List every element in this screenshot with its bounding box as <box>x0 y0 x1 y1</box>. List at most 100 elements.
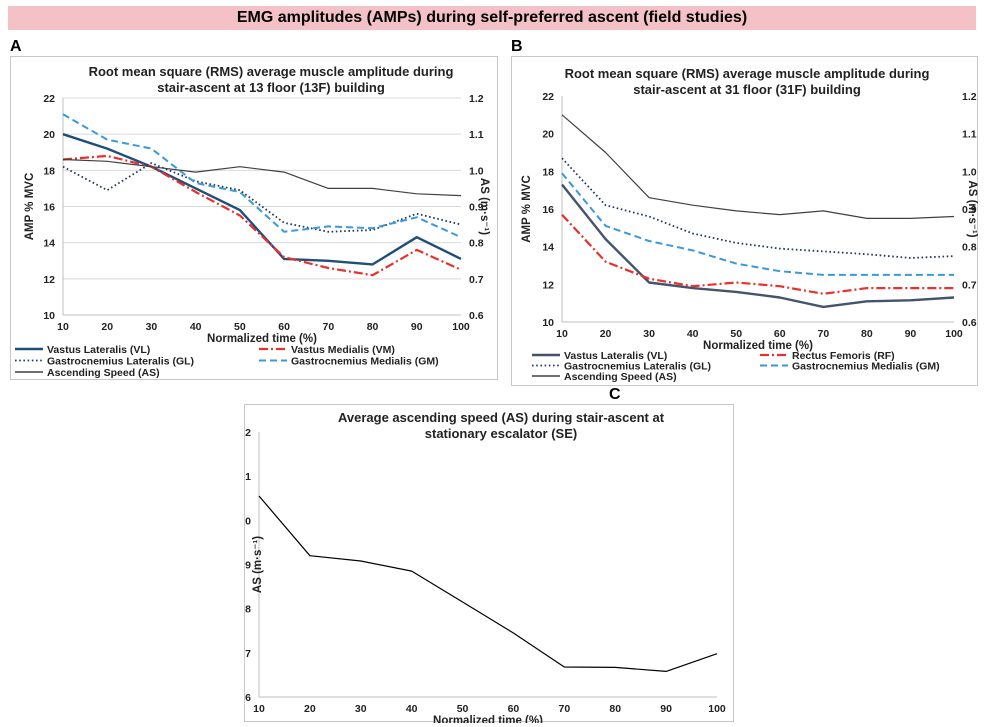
panel-label-c: C <box>609 386 621 403</box>
chart-b-y2tick-3: 0.9 <box>962 204 977 216</box>
chart-a-title-line-1: stair-ascent at 13 floor (13F) building <box>157 80 385 95</box>
panel-label-a: A <box>10 38 22 55</box>
chart-b-series-line-1 <box>561 213 954 295</box>
panel-label-b: B <box>511 38 523 55</box>
chart-a-ytick-2: 14 <box>43 238 55 250</box>
chart-a-xtick-2: 30 <box>146 321 158 333</box>
chart-b-series-line-4 <box>561 114 955 219</box>
chart-b-ylabel: AMP % MVC <box>521 175 533 243</box>
chart-b-y2tick-6: 1.2 <box>962 91 977 103</box>
chart-a-title-line-0: Root mean square (RMS) average muscle am… <box>89 64 454 79</box>
chart-a-legend-label-3: Gastrocnemius Medialis (GM) <box>291 356 439 368</box>
chart-a-ytick-0: 10 <box>43 310 55 322</box>
chart-c-title-line-0: Average ascending speed (AS) during stai… <box>338 410 665 425</box>
chart-c-ytick-1: 0.7 <box>245 648 251 660</box>
chart-b-ytick-3: 16 <box>542 204 554 216</box>
chart-b-xtick-8: 90 <box>905 328 917 340</box>
chart-b-y2tick-5: 1.1 <box>962 129 977 141</box>
chart-a-svg: Root mean square (RMS) average muscle am… <box>15 64 490 379</box>
chart-b-ytick-0: 10 <box>542 317 554 329</box>
chart-a-xtick-0: 10 <box>57 321 69 333</box>
chart-b-ytick-5: 20 <box>542 129 554 141</box>
chart-a-y2tick-0: 0.6 <box>469 310 484 322</box>
chart-b-xtick-0: 10 <box>556 328 568 340</box>
figure-banner-title: EMG amplitudes (AMPs) during self-prefer… <box>8 6 976 30</box>
chart-a-ytick-1: 12 <box>43 274 55 286</box>
chart-c-ytick-2: 0.8 <box>245 604 251 616</box>
chart-a-y2tick-2: 0.8 <box>469 238 484 250</box>
chart-c-ytick-0: 0.6 <box>245 692 251 704</box>
chart-a-ylabel: AMP % MVC <box>24 173 36 241</box>
chart-b-y2tick-1: 0.7 <box>962 279 977 291</box>
chart-b-svg: Root mean square (RMS) average muscle am… <box>521 66 978 383</box>
chart-b-xlabel: Normalized time (%) <box>703 340 813 352</box>
chart-b-xtick-5: 60 <box>774 328 786 340</box>
chart-a-y2label: AS (m·s⁻¹) <box>478 178 490 235</box>
chart-c-xtick-0: 10 <box>253 703 265 715</box>
chart-a-xtick-5: 60 <box>278 321 290 333</box>
chart-b-series-line-0 <box>561 183 955 309</box>
chart-c-svg: Average ascending speed (AS) during stai… <box>245 410 726 723</box>
chart-a-legend-label-2: Gastrocnemius Lateralis (GL) <box>47 356 194 368</box>
chart-c-ytick-3: 0.9 <box>245 560 251 572</box>
chart-c-xtick-3: 40 <box>406 703 418 715</box>
chart-b-xtick-6: 70 <box>817 328 829 340</box>
chart-a-ytick-4: 18 <box>43 165 55 177</box>
chart-c-ylabel: AS (m·s⁻¹) <box>252 536 264 593</box>
chart-b-xtick-4: 50 <box>730 328 742 340</box>
chart-a-y2tick-5: 1.1 <box>469 129 484 141</box>
chart-a-series-line-3 <box>62 113 462 239</box>
chart-c-series-line-0 <box>258 495 718 672</box>
chart-b-xtick-7: 80 <box>861 328 873 340</box>
chart-a-legend-label-1: Vastus Medialis (VM) <box>291 344 395 356</box>
chart-b-legend-label-4: Ascending Speed (AS) <box>564 371 677 383</box>
chart-a-xtick-8: 90 <box>411 321 423 333</box>
chart-c-xtick-8: 90 <box>660 703 672 715</box>
chart-a-legend-label-4: Ascending Speed (AS) <box>47 367 160 379</box>
chart-b-xtick-9: 100 <box>945 328 963 340</box>
chart-b-xtick-3: 40 <box>687 328 699 340</box>
chart-a-xtick-4: 50 <box>234 321 246 333</box>
chart-b-legend-label-3: Gastrocnemius Medialis (GM) <box>792 361 940 373</box>
chart-panel-a: Root mean square (RMS) average muscle am… <box>10 56 498 380</box>
chart-c-ytick-4: 1.0 <box>245 515 251 527</box>
chart-c-xtick-9: 100 <box>708 703 726 715</box>
chart-c-xtick-1: 20 <box>304 703 316 715</box>
chart-c-xtick-2: 30 <box>355 703 367 715</box>
chart-a-series-line-0 <box>62 133 462 266</box>
chart-b-ytick-1: 12 <box>542 279 554 291</box>
chart-a-y2tick-3: 0.9 <box>469 202 484 214</box>
chart-a-xtick-9: 100 <box>452 321 470 333</box>
chart-a-series-line-1 <box>62 154 462 277</box>
chart-c-xtick-4: 50 <box>457 703 469 715</box>
chart-panel-b: Root mean square (RMS) average muscle am… <box>511 56 978 386</box>
chart-c-ytick-6: 1.2 <box>245 427 251 439</box>
chart-b-title-line-0: Root mean square (RMS) average muscle am… <box>565 66 930 81</box>
chart-b-legend-label-0: Vastus Lateralis (VL) <box>564 350 667 362</box>
chart-b-legend-label-1: Rectus Femoris (RF) <box>792 350 895 362</box>
chart-a-ytick-5: 20 <box>43 129 55 141</box>
chart-a-y2tick-1: 0.7 <box>469 274 484 286</box>
chart-b-series-line-2 <box>561 157 955 259</box>
chart-b-ytick-6: 22 <box>542 91 554 103</box>
chart-b-y2tick-2: 0.8 <box>962 242 977 254</box>
chart-b-y2label: AS (m·s⁻¹) <box>966 180 978 237</box>
chart-c-xtick-5: 60 <box>508 703 520 715</box>
chart-b-xtick-2: 30 <box>643 328 655 340</box>
chart-a-ytick-3: 16 <box>43 202 55 214</box>
chart-a-xtick-7: 80 <box>367 321 379 333</box>
chart-b-title-line-1: stair-ascent at 31 floor (31F) building <box>633 82 861 97</box>
chart-c-xtick-6: 70 <box>558 703 570 715</box>
chart-b-legend-label-2: Gastrocnemius Lateralis (GL) <box>564 361 711 373</box>
chart-b-ytick-4: 18 <box>542 166 554 178</box>
chart-panel-c: Average ascending speed (AS) during stai… <box>244 404 734 723</box>
chart-b-ytick-2: 14 <box>542 242 554 254</box>
chart-c-ytick-5: 1.1 <box>245 471 251 483</box>
chart-a-xtick-6: 70 <box>322 321 334 333</box>
chart-b-y2tick-0: 0.6 <box>962 317 977 329</box>
chart-a-ytick-6: 22 <box>43 93 55 105</box>
chart-a-y2tick-4: 1.0 <box>469 165 484 177</box>
chart-b-xtick-1: 20 <box>600 328 612 340</box>
chart-c-title-line-1: stationary escalator (SE) <box>425 426 577 441</box>
chart-a-y2tick-6: 1.2 <box>469 93 484 105</box>
